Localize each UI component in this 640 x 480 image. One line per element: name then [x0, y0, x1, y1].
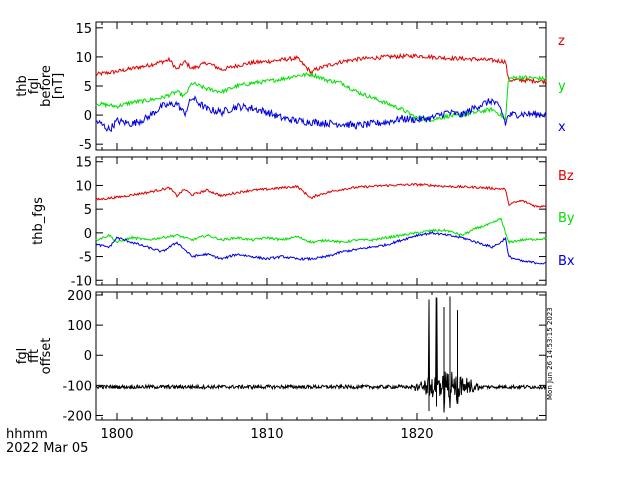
series-line-offset — [95, 297, 547, 413]
timestamp: Mon Jun 26 14:53:15 2023 — [546, 307, 554, 400]
series-line-by — [95, 217, 547, 245]
y-tick-label: 100 — [67, 319, 92, 334]
ylabel-fft-offset: fgl fft offset — [15, 338, 54, 375]
y-tick-label: 10 — [75, 51, 92, 66]
ylabel-line: fgl — [27, 78, 42, 94]
ylabel-line: fgl — [15, 348, 30, 364]
y-tick-label: -5 — [79, 138, 92, 153]
ylabel-line: offset — [39, 338, 54, 375]
ylabel-line: thb — [15, 75, 30, 97]
legend-y: y — [558, 79, 566, 94]
panel-fgs: thb_fgs Bz By Bx -10 -5 0 5 10 15 — [31, 156, 575, 290]
y-tick-label: 0 — [84, 109, 92, 124]
legend-z: z — [558, 34, 565, 49]
x-tick-label: 1810 — [250, 427, 283, 442]
panel-fgl-before: thb fgl before [nT] z y x -5 0 5 10 15 — [15, 21, 566, 153]
y-tick-label: 200 — [67, 289, 92, 304]
legend-bx: Bx — [558, 254, 575, 269]
y-tick-label: -100 — [62, 379, 92, 394]
x-tick-label: 1820 — [400, 427, 433, 442]
x-tick-label: 1800 — [100, 427, 133, 442]
footer-time-format: hhmm — [6, 427, 48, 442]
ylabel-fgl-before: thb fgl before [nT] — [15, 65, 66, 107]
y-tick-label: 15 — [75, 22, 92, 37]
ylabel-line: [nT] — [51, 73, 66, 99]
legend-bz: Bz — [558, 169, 574, 184]
panel-frame — [95, 21, 547, 151]
ylabel-line: fft — [27, 349, 42, 363]
panel-frame — [95, 156, 547, 286]
y-tick-label: 10 — [75, 179, 92, 194]
y-tick-label: 5 — [84, 80, 92, 95]
series-line-bx — [95, 230, 547, 265]
ylabel-line: before — [39, 65, 54, 107]
ylabel-fgs: thb_fgs — [31, 197, 46, 245]
legend-x: x — [558, 120, 566, 135]
y-tick-label: 15 — [75, 156, 92, 171]
y-tick-label: -5 — [79, 251, 92, 266]
series-line-bz — [95, 182, 547, 208]
footer-date: 2022 Mar 05 — [6, 441, 88, 456]
y-tick-label: -10 — [71, 274, 92, 289]
legend-by: By — [558, 211, 575, 226]
panel-frame — [95, 291, 547, 421]
series-line-y — [95, 72, 547, 123]
series-line-z — [95, 52, 547, 85]
series-line-x — [95, 95, 547, 133]
y-tick-label: 0 — [84, 349, 92, 364]
y-tick-label: 0 — [84, 227, 92, 242]
y-tick-label: -200 — [62, 409, 92, 424]
y-tick-label: 5 — [84, 203, 92, 218]
panel-fft-offset: fgl fft offset Mon Jun 26 14:53:15 2023 … — [15, 289, 554, 442]
